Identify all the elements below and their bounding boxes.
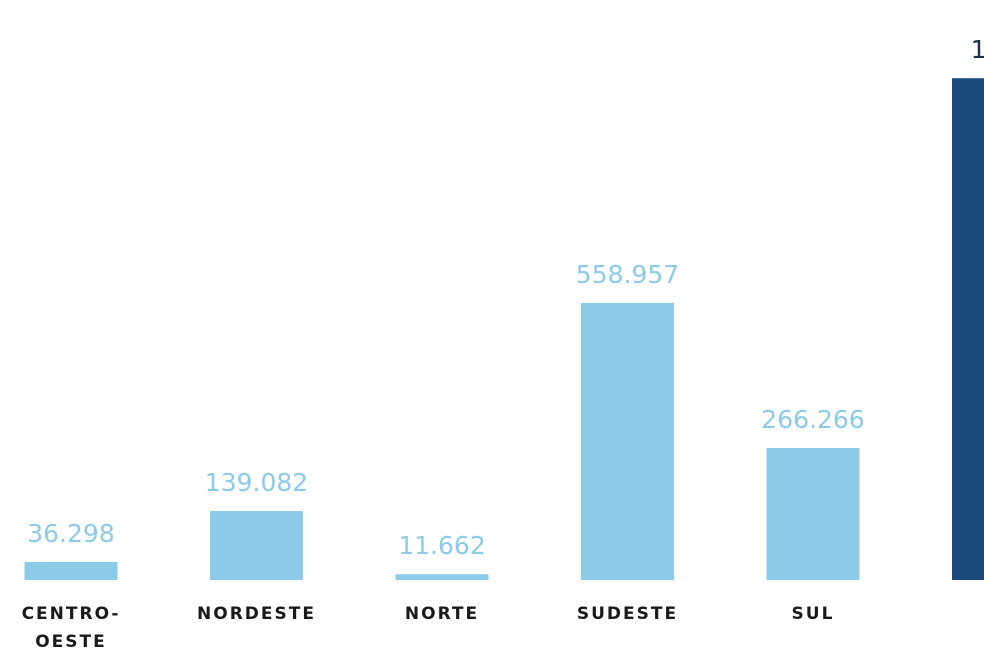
bar: [24, 562, 118, 580]
category-label: NORDESTE: [197, 604, 316, 624]
bar: [766, 448, 860, 580]
category-label: BR: [924, 600, 984, 628]
value-label: 139.082: [205, 468, 308, 497]
bar: [395, 574, 489, 580]
bar: [952, 78, 984, 580]
category-label: SUL: [791, 604, 835, 624]
value-label: 11.662: [398, 531, 485, 560]
category-label: CENTRO-OESTE: [21, 604, 121, 652]
bar: [210, 511, 303, 580]
bar: [581, 302, 674, 580]
value-label: 266.266: [761, 405, 864, 434]
category-label: NORTE: [404, 604, 480, 624]
value-label: 1.01: [971, 35, 984, 64]
category-label: SUDESTE: [576, 604, 679, 624]
value-label: 558.957: [576, 260, 679, 289]
value-label: 36.298: [27, 519, 114, 548]
